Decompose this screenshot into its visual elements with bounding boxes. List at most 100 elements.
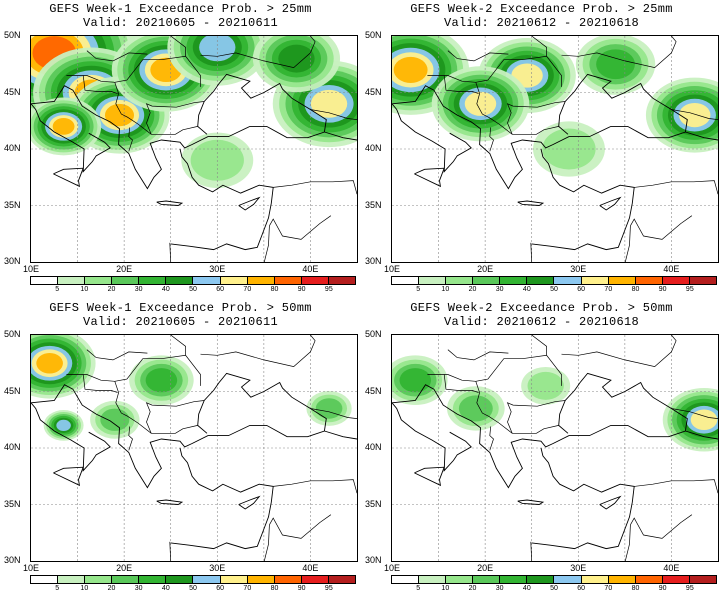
colorbar-swatch [31,576,59,583]
country-border [114,82,198,135]
country-border [269,215,332,240]
country-border [82,374,118,393]
country-border [671,408,718,419]
probability-contour [310,89,348,118]
colorbar-swatch [31,277,59,284]
longitude-label: 40E [663,563,680,573]
colorbar-label: 5 [416,286,421,293]
colorbar-label: 70 [243,286,252,293]
country-border [66,354,201,386]
colorbar-swatch [608,277,636,284]
longitude-label: 40E [302,264,319,274]
country-border [273,479,357,494]
colorbar-label: 5 [55,286,60,293]
latitude-label: 35N [365,199,382,210]
colorbar-label: 60 [577,286,586,293]
colorbar-swatch [446,277,474,284]
longitude-label: 30E [570,563,587,573]
colorbar-label: 20 [468,585,477,592]
coastline [392,402,472,472]
country-border [263,524,270,561]
country-border [489,426,494,451]
panel-title: GEFS Week-2 Exceedance Prob. > 25mm [410,2,673,16]
probability-contour [315,398,343,419]
probability-contour [56,419,71,431]
colorbar-swatch [139,576,167,583]
map-panel: GEFS Week-2 Exceedance Prob. > 25mm Valid… [361,0,722,299]
latitude-label: 45N [4,86,21,97]
coastline [238,495,261,510]
colorbar-swatch [112,277,140,284]
colorbar-label: 80 [631,286,640,293]
colorbar-swatch [247,277,275,284]
longitude-label: 20E [477,563,494,573]
probability-contour [100,408,130,431]
colorbar-swatch [527,277,555,284]
probability-contour [464,91,497,116]
colorbar-swatch [274,576,302,583]
country-border [427,55,562,87]
latitude-label: 45N [365,385,382,396]
colorbar-label: 50 [189,286,197,293]
coastline [392,73,688,190]
latitude-label: 50N [4,329,21,339]
colorbar-swatch [473,277,501,284]
colorbar-label: 80 [270,286,279,293]
colorbar-swatch [220,277,248,284]
country-border [447,349,509,361]
colorbar-label: 40 [522,286,531,293]
colorbar-label: 60 [577,585,586,592]
colorbar-swatch [554,277,582,284]
country-border [114,381,198,434]
colorbar-swatch [85,576,113,583]
colorbar-label: 30 [134,286,143,293]
latitude-label: 40N [4,442,21,452]
longitude-label: 10E [22,563,40,573]
colorbar-swatch [112,576,140,583]
colorbar-label: 90 [658,286,667,293]
colorbar-label: 70 [604,286,613,293]
probability-contour [527,371,564,400]
colorbar-label: 5 [55,585,60,592]
country-border [200,36,316,68]
probability-map [30,334,358,562]
country-border [561,335,677,367]
coastline [685,131,718,141]
colorbar-label: 90 [297,585,306,592]
colorbar-label: 10 [80,286,89,293]
probability-contour [36,353,63,374]
country-border [671,109,718,120]
longitude-label: 10E [22,264,40,274]
probability-map [391,35,719,263]
colorbar-swatch [139,277,167,284]
colorbar-swatch [554,576,582,583]
country-border [145,101,205,135]
country-border [427,354,562,386]
country-border [634,479,718,494]
coastline [31,372,327,489]
colorbar-label: 90 [658,585,667,592]
colorbar-swatch [193,277,221,284]
latitude-label: 30N [365,555,382,565]
colorbar-label: 60 [216,286,225,293]
coastline [414,466,445,487]
coastline [324,131,357,141]
country-border [475,381,559,434]
colorbar-swatch [446,576,474,583]
colorbar-swatch [419,576,447,583]
colorbar-swatch [274,277,302,284]
colorbar-label: 70 [243,585,252,592]
colorbar-swatch [581,576,609,583]
longitude-label: 40E [302,563,319,573]
probability-map [391,334,719,562]
coastline [392,103,472,173]
colorbar-label: 20 [107,585,116,592]
probability-contour [145,368,178,393]
colorbar-label: 50 [550,585,558,592]
map-panel: GEFS Week-2 Exceedance Prob. > 50mm Valid… [361,299,722,598]
country-border [531,36,547,57]
coastline [156,499,184,505]
coastline [517,499,545,505]
country-border [310,408,357,419]
colorbar-label: 95 [324,286,333,293]
